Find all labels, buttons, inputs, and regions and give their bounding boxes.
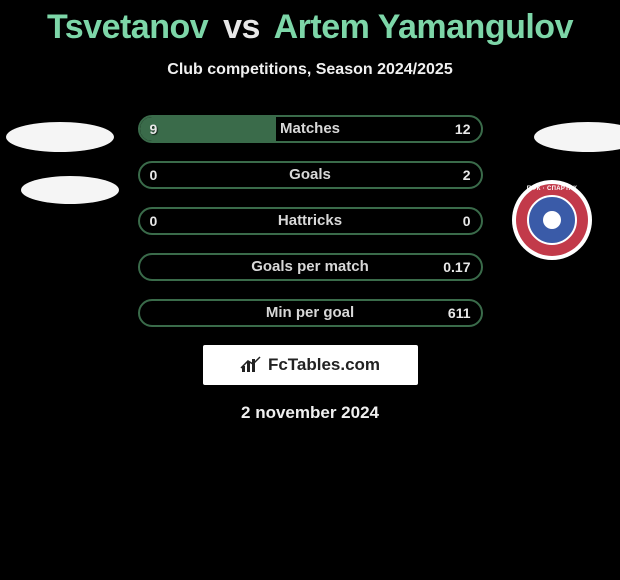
- stat-row: 9Matches12: [138, 115, 483, 143]
- stat-label: Min per goal: [140, 301, 481, 325]
- player1-name: Tsvetanov: [47, 8, 208, 46]
- stat-label: Matches: [140, 117, 481, 141]
- stats-container: 9Matches120Goals20Hattricks0Goals per ma…: [0, 115, 620, 327]
- logo-text: FcTables.com: [268, 355, 380, 375]
- fctables-logo[interactable]: FcTables.com: [203, 345, 418, 385]
- stat-label: Goals per match: [140, 255, 481, 279]
- page-title: Tsvetanov vs Artem Yamangulov: [0, 0, 620, 47]
- chart-icon: [240, 356, 262, 374]
- stat-row: Goals per match0.17: [138, 253, 483, 281]
- stat-label: Hattricks: [140, 209, 481, 233]
- stat-value-right: 2: [463, 163, 471, 187]
- stat-row: Min per goal611: [138, 299, 483, 327]
- vs-text: vs: [217, 8, 266, 46]
- stat-row: 0Goals2: [138, 161, 483, 189]
- player2-name: Artem Yamangulov: [274, 8, 573, 46]
- date-text: 2 november 2024: [0, 403, 620, 423]
- stat-value-right: 12: [455, 117, 471, 141]
- stat-row: 0Hattricks0: [138, 207, 483, 235]
- stat-value-right: 0: [463, 209, 471, 233]
- stat-label: Goals: [140, 163, 481, 187]
- stat-value-right: 0.17: [443, 255, 470, 279]
- subtitle: Club competitions, Season 2024/2025: [0, 61, 620, 79]
- stat-value-right: 611: [448, 301, 471, 325]
